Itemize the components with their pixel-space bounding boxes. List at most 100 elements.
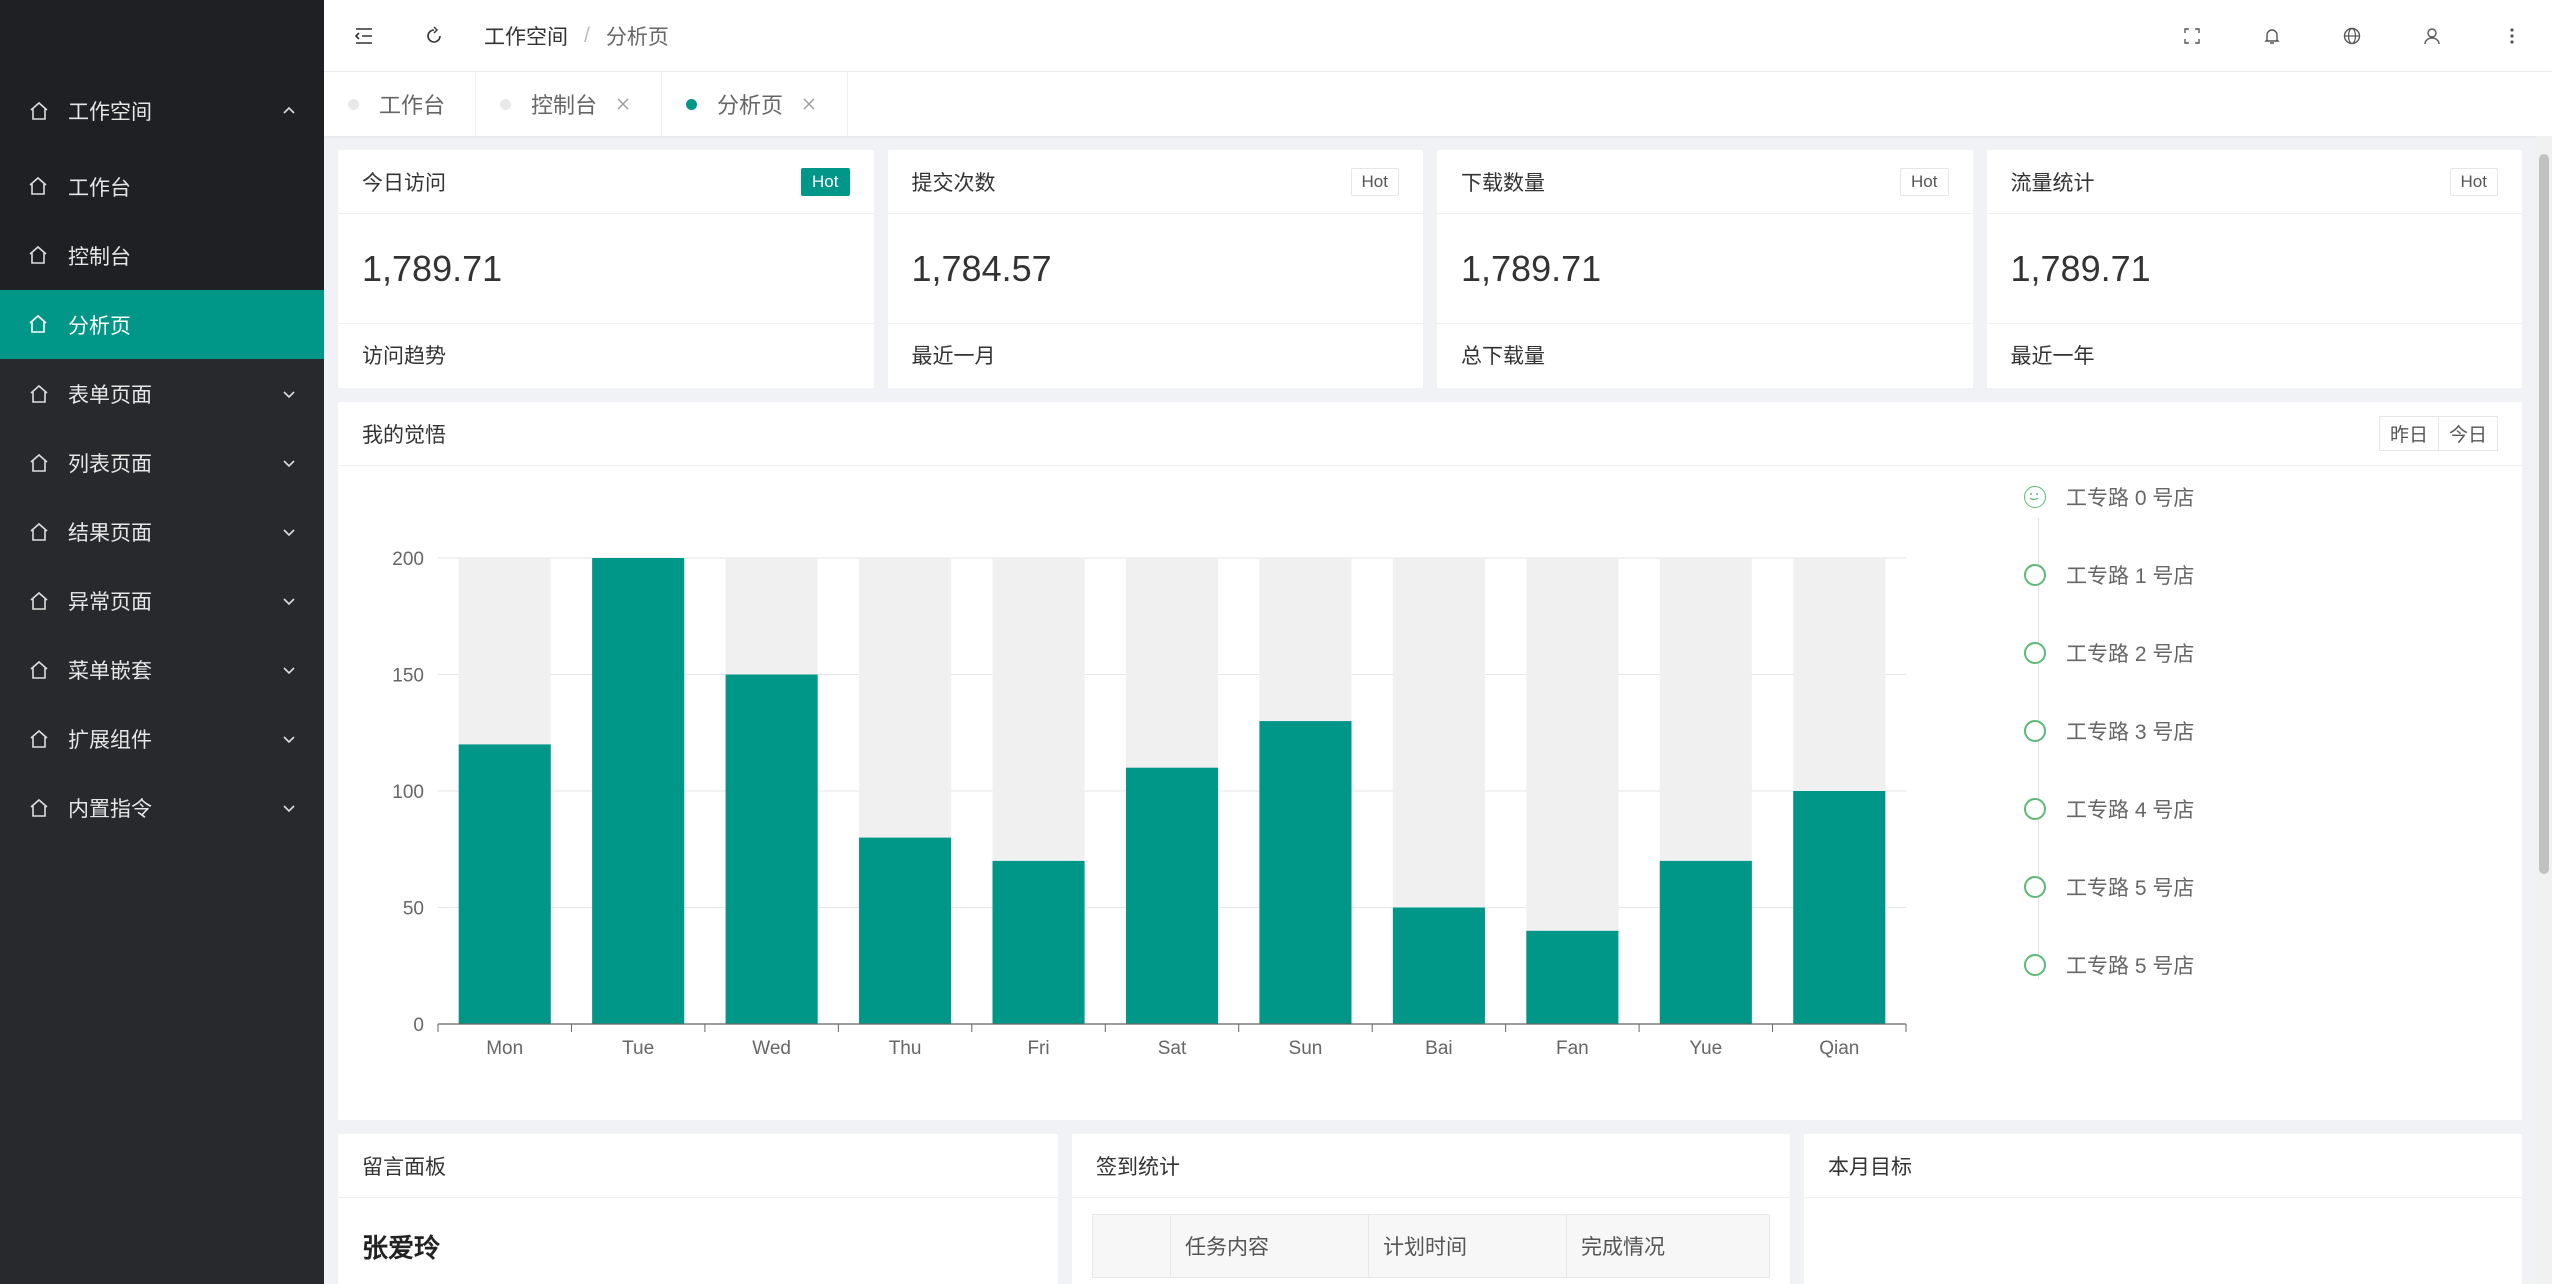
home-icon (28, 728, 50, 750)
timeline-label: 工专路 0 号店 (2066, 487, 2195, 510)
stat-value: 1,784.57 (887, 214, 1423, 324)
bar (1125, 767, 1219, 1024)
close-icon[interactable] (615, 96, 631, 112)
sidebar-item-label: 列表页面 (68, 452, 152, 476)
sidebar-item-list[interactable]: 列表页面 (0, 428, 324, 497)
x-tick-label: Yue (1689, 1038, 1722, 1059)
tab-label: 控制台 (531, 93, 598, 118)
user-icon (2424, 28, 2440, 45)
globe-icon (2343, 27, 2361, 45)
timeline-item: 工专路 3 号店 (2024, 716, 2194, 746)
home-icon (28, 314, 50, 336)
page-scrollbar[interactable] (2536, 136, 2552, 1284)
chevron-down-icon (283, 597, 295, 605)
sidebar-item-error[interactable]: 异常页面 (0, 566, 324, 635)
y-tick-label: 150 (392, 666, 424, 687)
language-button[interactable] (2312, 0, 2392, 72)
sidebar-item-label: 表单页面 (68, 383, 152, 407)
home-icon (28, 245, 50, 267)
sidebar-item-directive[interactable]: 内置指令 (0, 773, 324, 842)
notification-button[interactable] (2232, 0, 2312, 72)
sidebar-item-console[interactable]: 控制台 (0, 221, 324, 290)
sidebar-item-label: 结果页面 (68, 521, 152, 545)
toggle-yesterday[interactable]: 昨日 (2389, 425, 2428, 446)
close-icon[interactable] (801, 96, 817, 112)
stat-footer: 最近一年 (2010, 345, 2095, 368)
chevron-down-icon (283, 735, 295, 743)
collapse-menu-button[interactable] (324, 0, 404, 72)
bar (725, 674, 818, 1024)
x-tick-label: Sun (1289, 1038, 1323, 1059)
circle-icon (2024, 720, 2046, 742)
x-tick-label: Qian (1819, 1038, 1859, 1059)
toggle-today[interactable]: 今日 (2437, 417, 2497, 450)
sidebar-item-analysis[interactable]: 分析页 (0, 290, 324, 359)
bell-icon (2264, 29, 2280, 44)
home-icon (28, 383, 50, 405)
scrollbar-thumb[interactable] (2539, 154, 2549, 874)
bar (1526, 930, 1619, 1024)
tab-label: 工作台 (379, 93, 446, 118)
sidebar-group-workspace[interactable]: 工作空间 (0, 70, 324, 152)
stat-card-traffic: 流量统计 Hot 1,789.71 最近一年 (1986, 150, 2522, 388)
sidebar-item-label: 扩展组件 (68, 728, 152, 752)
circle-icon (2024, 954, 2046, 976)
stat-card-downloads: 下载数量 Hot 1,789.71 总下载量 (1437, 150, 1973, 388)
bar (992, 860, 1085, 1024)
timeline-line (2038, 518, 2039, 980)
stat-title: 流量统计 (2010, 171, 2095, 195)
sidebar-item-nested[interactable]: 菜单嵌套 (0, 635, 324, 704)
sidebar-item-result[interactable]: 结果页面 (0, 497, 324, 566)
tab-workbench[interactable]: 工作台 (324, 72, 477, 136)
stat-footer: 最近一月 (911, 345, 996, 368)
more-vertical-icon (2510, 28, 2514, 44)
tab-label: 分析页 (717, 93, 784, 118)
table-header-cell: 任务内容 (1171, 1215, 1369, 1277)
x-tick-label: Tue (622, 1038, 654, 1059)
timeline-item: 工专路 0 号店 (2024, 482, 2194, 512)
sidebar-item-label: 控制台 (68, 245, 131, 269)
hot-badge: Hot (2449, 167, 2498, 196)
circle-icon (2024, 564, 2046, 586)
sidebar: 工作空间 工作台 控制台 分析页 表单页面列表页面结果页面异常页面菜单嵌套扩展组… (0, 0, 324, 1284)
home-icon (28, 590, 50, 612)
stat-cards: 今日访问 Hot 1,789.71 访问趋势 提交次数 Hot 1,784.57 最… (338, 150, 2522, 388)
x-tick-label: Wed (752, 1038, 791, 1059)
breadcrumb-item-workspace[interactable]: 工作空间 (484, 25, 568, 49)
smile-icon (2024, 486, 2046, 508)
circle-icon (2024, 876, 2046, 898)
table-header-cell (1093, 1215, 1171, 1277)
bar (1259, 721, 1352, 1024)
message-panel: 留言面板 张爱玲 (338, 1134, 1058, 1284)
sidebar-item-extension[interactable]: 扩展组件 (0, 704, 324, 773)
refresh-button[interactable] (404, 0, 464, 72)
main-content: 今日访问 Hot 1,789.71 访问趋势 提交次数 Hot 1,784.57 最… (324, 136, 2536, 1284)
tab-status-dot (686, 98, 698, 110)
x-tick-label: Mon (486, 1038, 523, 1059)
tab-status-dot (500, 98, 512, 110)
x-tick-label: Fan (1556, 1038, 1589, 1059)
bar (1659, 860, 1752, 1024)
bottom-panels: 留言面板 张爱玲 签到统计 任务内容 计划时间 完成情况 本月目标 (338, 1134, 2522, 1284)
sidebar-item-label: 菜单嵌套 (68, 659, 152, 683)
hot-badge: Hot (1350, 167, 1399, 196)
bar (1392, 907, 1485, 1024)
breadcrumb-item-analysis: 分析页 (605, 25, 669, 49)
top-header: 工作空间 / 分析页 (324, 0, 2552, 72)
stat-title: 今日访问 (362, 171, 446, 195)
x-tick-label: Fri (1027, 1038, 1049, 1059)
timeline-item: 工专路 5 号店 (2024, 872, 2194, 902)
timeline-label: 工专路 4 号店 (2066, 799, 2195, 822)
tab-console[interactable]: 控制台 (476, 72, 663, 136)
sidebar-group-label: 工作空间 (68, 101, 152, 124)
sidebar-item-workbench[interactable]: 工作台 (0, 152, 324, 221)
table-header-cell: 完成情况 (1581, 1236, 1665, 1259)
fullscreen-button[interactable] (2152, 0, 2232, 72)
sidebar-item-form[interactable]: 表单页面 (0, 359, 324, 428)
timeline-label: 工专路 1 号店 (2066, 565, 2195, 588)
user-button[interactable] (2392, 0, 2472, 72)
bar (458, 744, 551, 1024)
more-button[interactable] (2472, 0, 2552, 72)
hot-badge: Hot (801, 167, 850, 196)
tab-analysis[interactable]: 分析页 (662, 72, 849, 136)
